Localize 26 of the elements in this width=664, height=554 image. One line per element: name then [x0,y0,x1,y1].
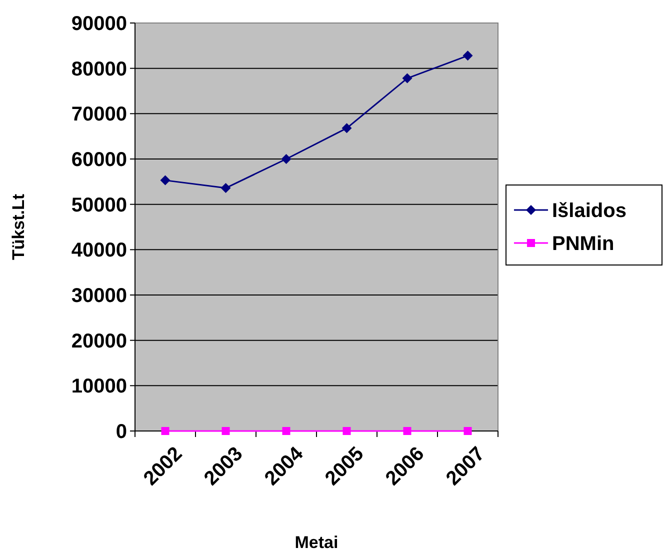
y-tick-label: 10000 [71,376,127,398]
y-tick-label: 0 [116,421,127,443]
y-tick-label: 50000 [71,194,127,216]
point [342,123,352,134]
point [161,427,170,435]
point [464,427,472,435]
legend-label: PNMin [552,233,614,255]
y-tick-label: 20000 [71,330,127,352]
point [462,50,473,61]
y-axis-title: Tükst.Lt [9,194,28,260]
point [220,183,231,194]
y-tick-label: 90000 [71,13,127,35]
point [403,427,412,435]
y-tick-label: 80000 [71,58,127,80]
point [402,73,412,84]
y-tick-label: 30000 [71,285,127,307]
x-axis-title: Metai [294,533,338,552]
point [281,154,292,164]
point [222,427,230,435]
point [160,175,170,186]
point [342,427,351,435]
point [282,427,290,435]
y-tick-label: 60000 [71,149,127,171]
y-tick-label: 70000 [71,104,127,126]
y-tick-label: 40000 [71,240,127,262]
legend-label: Išlaidos [552,200,626,222]
